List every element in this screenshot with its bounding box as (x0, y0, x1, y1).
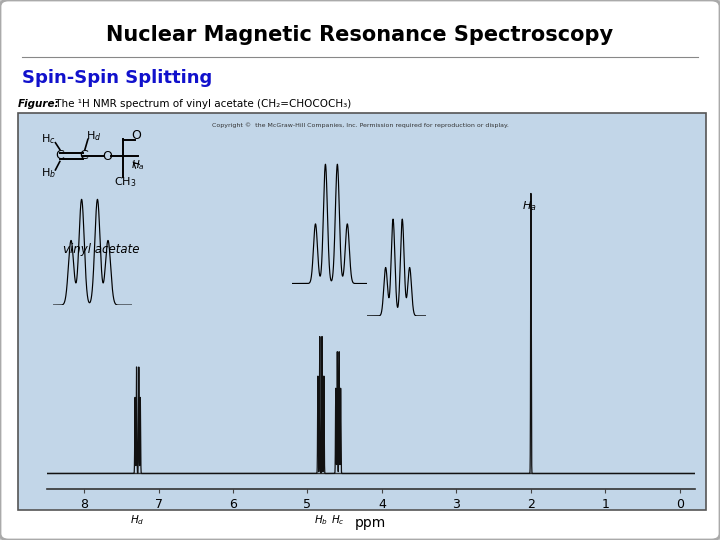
X-axis label: ppm: ppm (355, 516, 387, 530)
Text: H$_d$: H$_d$ (86, 129, 102, 143)
Text: H$_c$: H$_c$ (41, 132, 55, 146)
Text: $H_b$: $H_b$ (314, 513, 328, 527)
Text: C: C (55, 149, 64, 162)
Text: C: C (79, 149, 88, 162)
Text: Nuclear Magnetic Resonance Spectroscopy: Nuclear Magnetic Resonance Spectroscopy (107, 25, 613, 45)
Text: Spin-Spin Splitting: Spin-Spin Splitting (22, 69, 212, 87)
Text: $H_c$: $H_c$ (331, 513, 345, 527)
Text: O: O (132, 130, 142, 143)
Text: H$_b$: H$_b$ (40, 166, 55, 180)
Text: Copyright ©  the McGraw-Hill Companies, Inc. Permission required for reproductio: Copyright © the McGraw-Hill Companies, I… (212, 123, 508, 128)
Text: The ¹H NMR spectrum of vinyl acetate (CH₂=CHOCOCH₃): The ¹H NMR spectrum of vinyl acetate (CH… (52, 99, 351, 109)
Bar (18, 113, 706, 510)
Text: $H_a$: $H_a$ (522, 200, 536, 213)
Text: CH$_3$: CH$_3$ (114, 175, 136, 189)
Text: $H_a$: $H_a$ (131, 158, 145, 172)
Text: Figure:: Figure: (18, 99, 60, 109)
Text: O: O (102, 150, 112, 163)
Text: vinyl acetate: vinyl acetate (63, 244, 140, 256)
Text: $H_d$: $H_d$ (130, 513, 145, 527)
